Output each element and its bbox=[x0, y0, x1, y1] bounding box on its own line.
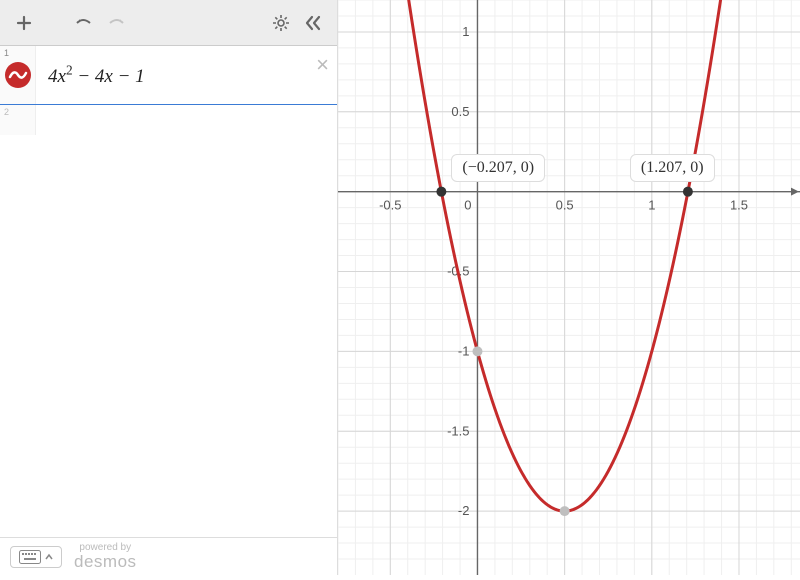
brand-label: desmos bbox=[74, 553, 137, 570]
expression-panel: 1 4x2 − 4x − 1 × 2 powered by desmos bbox=[0, 0, 338, 575]
wave-icon bbox=[8, 65, 28, 85]
svg-text:0.5: 0.5 bbox=[556, 198, 574, 213]
svg-text:1.5: 1.5 bbox=[730, 198, 748, 213]
chevron-left-double-icon bbox=[304, 15, 322, 31]
gear-icon bbox=[272, 14, 290, 32]
expression-row-empty[interactable]: 2 bbox=[0, 105, 337, 135]
expression-handle[interactable]: 1 bbox=[0, 46, 36, 104]
expression-input[interactable]: 4x2 − 4x − 1 bbox=[36, 62, 337, 87]
graph-panel[interactable]: -0.500.511.5-2-1.5-1-0.50.51 (−0.207, 0)… bbox=[338, 0, 800, 575]
plus-icon bbox=[16, 15, 32, 31]
point-label: (1.207, 0) bbox=[630, 154, 715, 182]
svg-text:-1: -1 bbox=[458, 343, 470, 358]
svg-text:1: 1 bbox=[648, 198, 655, 213]
svg-text:0.5: 0.5 bbox=[451, 104, 469, 119]
keyboard-icon bbox=[19, 550, 41, 564]
expression-index: 1 bbox=[4, 48, 9, 58]
point-label: (−0.207, 0) bbox=[451, 154, 545, 182]
undo-button[interactable] bbox=[68, 7, 100, 39]
chevron-up-icon bbox=[45, 553, 53, 561]
settings-button[interactable] bbox=[265, 7, 297, 39]
expression-handle: 2 bbox=[0, 105, 36, 135]
collapse-button[interactable] bbox=[297, 7, 329, 39]
delete-expression-button[interactable]: × bbox=[316, 52, 329, 78]
svg-text:-1.5: -1.5 bbox=[447, 423, 469, 438]
footer: powered by desmos bbox=[0, 537, 337, 575]
svg-text:-0.5: -0.5 bbox=[379, 198, 401, 213]
color-swatch[interactable] bbox=[5, 62, 31, 88]
expression-index: 2 bbox=[4, 107, 9, 117]
undo-icon bbox=[74, 15, 94, 31]
graph-canvas[interactable]: -0.500.511.5-2-1.5-1-0.50.51 bbox=[338, 0, 800, 575]
redo-icon bbox=[106, 15, 126, 31]
svg-text:1: 1 bbox=[462, 24, 469, 39]
expression-row[interactable]: 1 4x2 − 4x − 1 × bbox=[0, 46, 337, 105]
svg-text:-2: -2 bbox=[458, 503, 470, 518]
add-button[interactable] bbox=[8, 7, 40, 39]
redo-button[interactable] bbox=[100, 7, 132, 39]
keyboard-button[interactable] bbox=[10, 546, 62, 568]
toolbar bbox=[0, 0, 337, 46]
powered-by: powered by desmos bbox=[74, 543, 137, 570]
expression-list: 1 4x2 − 4x − 1 × 2 bbox=[0, 46, 337, 537]
svg-text:0: 0 bbox=[464, 198, 471, 213]
